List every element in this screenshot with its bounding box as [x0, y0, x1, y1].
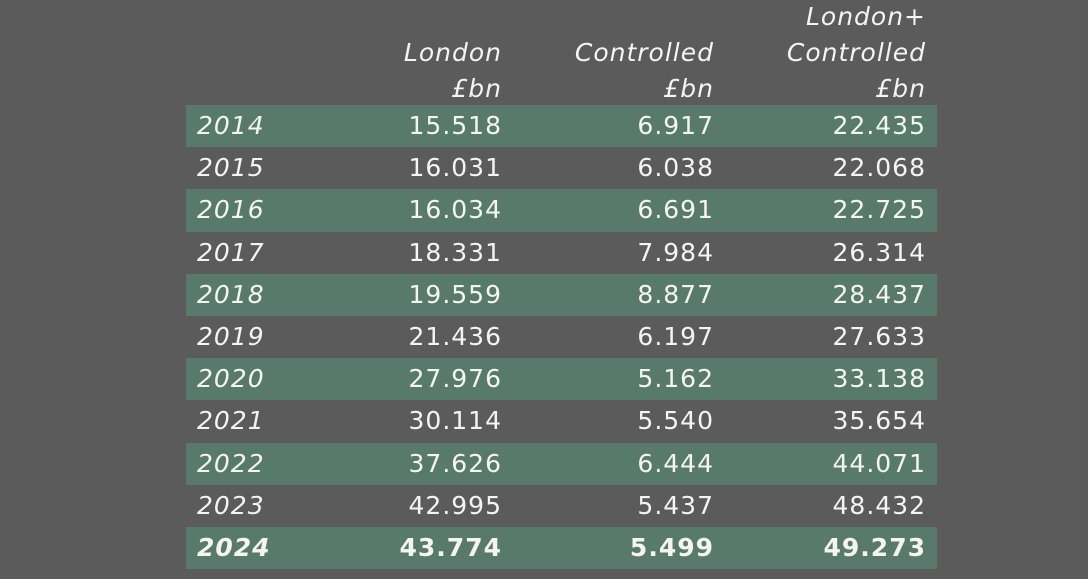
value-cell: 6.197	[637, 322, 714, 352]
year-cell: 2024	[197, 533, 271, 563]
value-cell: 19.559	[408, 279, 502, 309]
value-cell: 16.031	[408, 153, 502, 183]
column-header: Controlled	[574, 38, 714, 67]
year-cell: 2021	[197, 406, 265, 436]
table-row: 2020 27.976 5.162 33.138	[186, 358, 937, 401]
value-cell: 49.273	[823, 533, 926, 563]
value-cell: 22.068	[832, 153, 926, 183]
value-cell: 33.138	[832, 364, 926, 394]
year-cell: 2023	[197, 490, 265, 520]
table-row: 2023 42.995 5.437 48.432	[186, 485, 937, 527]
value-cell: 28.437	[832, 279, 926, 309]
value-cell: 5.437	[637, 490, 714, 520]
value-cell: 22.435	[832, 111, 926, 141]
value-cell: 8.877	[637, 279, 714, 309]
year-cell: 2020	[197, 364, 265, 394]
value-cell: 7.984	[637, 237, 714, 267]
value-cell: 42.995	[408, 490, 502, 520]
value-cell: 16.034	[408, 195, 502, 225]
value-cell: 5.540	[637, 406, 714, 436]
value-cell: 30.114	[408, 406, 502, 436]
value-cell: 5.499	[629, 533, 714, 563]
value-cell: 6.038	[637, 153, 714, 183]
table-row: 2022 37.626 6.444 44.071	[186, 442, 937, 485]
column-header: London+	[805, 2, 926, 31]
year-cell: 2015	[197, 153, 265, 183]
value-cell: 43.774	[399, 533, 502, 563]
table-row: 2014 15.518 6.917 22.435	[186, 105, 937, 148]
value-cell: 37.626	[408, 448, 502, 478]
column-header: London	[403, 38, 502, 67]
value-cell: 22.725	[832, 195, 926, 225]
table-row: 2024 43.774 5.499 49.273	[186, 527, 937, 570]
value-cell: 35.654	[832, 406, 926, 436]
value-cell: 27.976	[408, 364, 502, 394]
column-header: £bn	[875, 74, 926, 103]
table-row: 2016 16.034 6.691 22.725	[186, 189, 937, 232]
column-header: Controlled	[786, 38, 926, 67]
table-row: 2017 18.331 7.984 26.314	[186, 232, 937, 274]
year-cell: 2014	[197, 111, 265, 141]
value-cell: 48.432	[832, 490, 926, 520]
year-cell: 2019	[197, 322, 265, 352]
value-cell: 27.633	[832, 322, 926, 352]
column-header: £bn	[663, 74, 714, 103]
table-row: 2018 19.559 8.877 28.437	[186, 273, 937, 316]
year-cell: 2022	[197, 448, 265, 478]
value-cell: 21.436	[408, 322, 502, 352]
column-header: £bn	[451, 74, 502, 103]
value-cell: 6.444	[637, 448, 714, 478]
year-cell: 2018	[197, 279, 265, 309]
table-row: 2021 30.114 5.540 35.654	[186, 400, 937, 442]
value-cell: 5.162	[637, 364, 714, 394]
table-row: 2019 21.436 6.197 27.633	[186, 316, 937, 358]
value-cell: 26.314	[832, 237, 926, 267]
value-cell: 6.917	[637, 111, 714, 141]
value-cell: 44.071	[832, 448, 926, 478]
year-cell: 2016	[197, 195, 265, 225]
value-cell: 18.331	[408, 237, 502, 267]
value-cell: 15.518	[408, 111, 502, 141]
table-row: 2015 16.031 6.038 22.068	[186, 147, 937, 189]
year-cell: 2017	[197, 237, 265, 267]
value-cell: 6.691	[637, 195, 714, 225]
